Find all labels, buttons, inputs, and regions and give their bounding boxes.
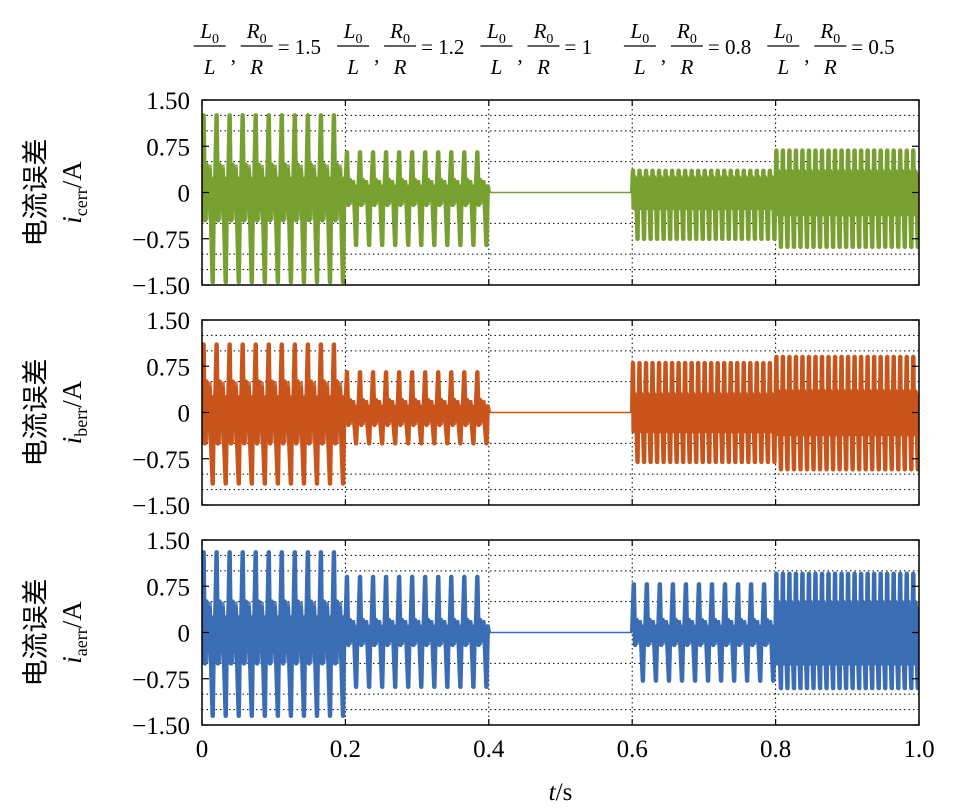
x-tick-label: 0.2: [330, 736, 361, 763]
header-value: = 0.5: [851, 35, 894, 59]
series-band-5: [774, 390, 919, 435]
y-axis-title-var: icerr/A: [57, 161, 91, 224]
x-axis-title: t/s: [549, 779, 573, 806]
series-band-4: [630, 619, 776, 646]
y-tick-label: −1.50: [132, 493, 190, 520]
y-tick-label: 0: [178, 181, 191, 208]
header-comma: ,: [661, 43, 666, 67]
y-tick-label: 0.75: [146, 574, 190, 601]
fraction-denominator: L: [633, 55, 646, 79]
series-band-5: [774, 601, 919, 664]
y-tick-label: −0.75: [132, 667, 190, 694]
series-band-4: [630, 393, 777, 432]
y-tick-label: 1.50: [146, 528, 190, 555]
y-tick-label: 0.75: [146, 354, 190, 381]
header-ratio-3: L0 L , R0 R = 1: [480, 19, 593, 79]
header-ratio-5: L0 L , R0 R = 0.5: [767, 19, 895, 79]
header-ratio-2: L0 L , R0 R = 1.2: [337, 19, 464, 79]
fraction-denominator: R: [679, 55, 693, 79]
y-tick-label: −0.75: [132, 447, 190, 474]
y-axis-title-cn: 电流误差: [21, 579, 52, 687]
y-tick-label: 1.50: [146, 88, 190, 115]
fraction-denominator: R: [823, 55, 837, 79]
fraction-denominator: R: [536, 55, 550, 79]
series-band-4: [630, 177, 777, 208]
series-band-5: [774, 170, 919, 215]
chart-panel-cerr: 1.50 0.75 0 −0.75 −1.50 电流误差 icerr/A: [21, 88, 920, 300]
x-tick-label: 1.0: [903, 736, 934, 763]
series-band-1: [202, 164, 346, 221]
header-value: = 0.8: [708, 35, 751, 59]
y-axis-title-var: iberr/A: [57, 380, 91, 444]
y-tick-label: −0.75: [132, 227, 190, 254]
x-tick-label: 0.4: [473, 736, 505, 763]
fraction-numerator: L0: [199, 19, 219, 47]
series-band-2: [343, 179, 489, 206]
fraction-numerator: L0: [773, 19, 793, 47]
header-comma: ,: [804, 43, 809, 67]
fraction-numerator: R0: [676, 19, 697, 47]
y-axis-title-cn: 电流误差: [21, 359, 52, 467]
y-axis-title: 电流误差 iberr/A: [21, 359, 91, 467]
fraction-denominator: L: [776, 55, 789, 79]
header-comma: ,: [374, 43, 379, 67]
fraction-numerator: L0: [630, 19, 650, 47]
series-band-2: [343, 399, 489, 426]
y-tick-label: −1.50: [132, 713, 190, 740]
series-band-1: [202, 381, 346, 444]
series-band-2: [343, 619, 489, 646]
header-ratio-1: L0 L , R0 R = 1.5: [193, 19, 321, 79]
fraction-denominator: L: [490, 55, 503, 79]
fraction-denominator: R: [249, 55, 263, 79]
fraction-numerator: L0: [486, 19, 506, 47]
x-tick-label: 0.6: [617, 736, 648, 763]
header-value: = 1: [565, 35, 593, 59]
fraction-numerator: R0: [819, 19, 840, 47]
fraction-numerator: R0: [246, 19, 267, 47]
fraction-numerator: R0: [389, 19, 410, 47]
y-tick-label: 0: [178, 401, 191, 428]
y-axis-title: 电流误差 icerr/A: [21, 139, 91, 247]
header-comma: ,: [231, 43, 236, 67]
chart-panel-berr: 1.50 0.75 0 −0.75 −1.50 电流误差 iberr/A: [21, 308, 920, 520]
fraction-numerator: L0: [343, 19, 363, 47]
series-band-1: [202, 601, 346, 664]
fraction-denominator: L: [203, 55, 216, 79]
y-tick-label: −1.50: [132, 273, 190, 300]
fraction-denominator: L: [346, 55, 359, 79]
y-axis-title: 电流误差 iaerr/A: [21, 579, 91, 687]
header-value: = 1.2: [421, 35, 464, 59]
fraction-numerator: R0: [533, 19, 554, 47]
y-tick-label: 0: [178, 621, 191, 648]
x-tick-label: 0.8: [760, 736, 791, 763]
header-ratio-4: L0 L , R0 R = 0.8: [623, 19, 751, 79]
chart-panel-aerr: 1.50 0.75 0 −0.75 −1.50 电流误差 iaerr/A: [21, 528, 920, 740]
y-axis-title-var: iaerr/A: [57, 601, 91, 664]
header-comma: ,: [518, 43, 523, 67]
header-value: = 1.5: [278, 35, 321, 59]
y-tick-label: 1.50: [146, 308, 190, 335]
y-tick-label: 0.75: [146, 134, 190, 161]
y-axis-title-cn: 电流误差: [21, 139, 52, 247]
fraction-denominator: R: [393, 55, 407, 79]
x-tick-label: 0: [196, 736, 209, 763]
